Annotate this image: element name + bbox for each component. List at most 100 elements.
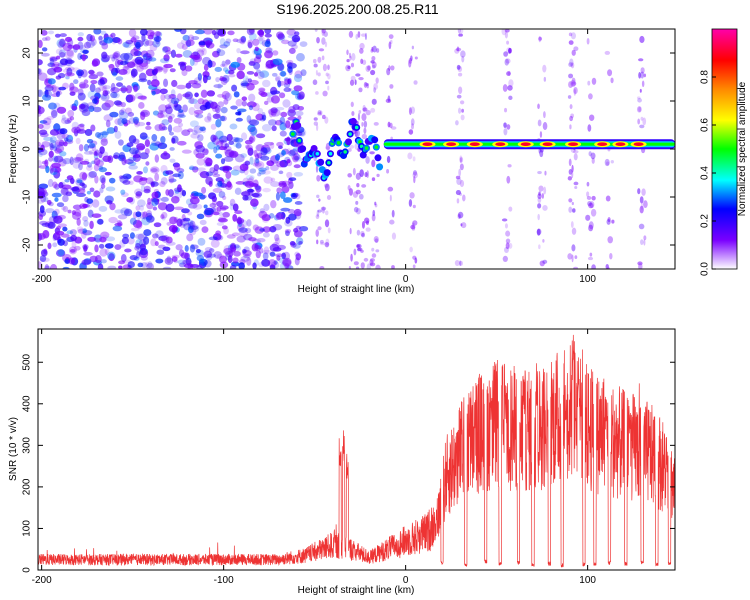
- noise-blob: [107, 155, 114, 164]
- noise-blob: [86, 190, 92, 195]
- noise-streak: [315, 91, 319, 95]
- transition-signal-core: [348, 132, 352, 136]
- noise-blob: [209, 202, 217, 208]
- noise-blob: [160, 177, 168, 185]
- noise-streak: [315, 124, 319, 131]
- noise-blob: [56, 106, 67, 114]
- noise-blob: [135, 211, 142, 218]
- noise-blob: [295, 131, 303, 136]
- noise-blob: [181, 129, 191, 137]
- noise-blob: [255, 133, 265, 139]
- noise-blob: [100, 183, 106, 189]
- noise-blob: [174, 189, 180, 194]
- noise-blob: [226, 179, 231, 188]
- noise-blob: [99, 236, 107, 243]
- noise-streak: [325, 238, 330, 246]
- noise-blob: [82, 203, 88, 209]
- noise-blob: [193, 102, 203, 110]
- noise-blob: [89, 220, 94, 230]
- noise-blob: [168, 94, 177, 100]
- noise-blob: [224, 143, 230, 148]
- noise-blob: [277, 80, 282, 88]
- noise-blob: [130, 227, 140, 232]
- snr-x-axis-label: Height of straight line (km): [298, 585, 415, 596]
- noise-blob: [123, 208, 133, 217]
- noise-blob: [112, 72, 118, 77]
- snr-x-tick-label: -200: [32, 575, 52, 586]
- noise-blob: [169, 216, 178, 225]
- noise-streak: [570, 113, 575, 118]
- noise-streak: [572, 208, 576, 213]
- noise-streak: [641, 188, 646, 196]
- noise-streak: [389, 194, 392, 202]
- noise-streak: [361, 122, 364, 127]
- noise-blob: [228, 150, 239, 158]
- noise-streak: [386, 67, 391, 76]
- noise-blob: [216, 200, 224, 208]
- noise-blob: [140, 262, 148, 269]
- noise-streak: [369, 262, 376, 267]
- noise-blob: [269, 226, 277, 233]
- noise-blob: [77, 70, 83, 79]
- noise-blob: [196, 167, 206, 172]
- noise-blob: [218, 135, 229, 143]
- noise-streak: [458, 86, 463, 94]
- noise-blob: [114, 58, 120, 68]
- noise-streak: [457, 211, 464, 219]
- noise-blob: [264, 33, 272, 38]
- noise-streak: [315, 214, 320, 220]
- noise-streak: [357, 31, 361, 38]
- noise-blob: [263, 246, 270, 254]
- noise-blob: [56, 225, 62, 230]
- noise-streak: [312, 79, 318, 86]
- noise-blob: [258, 36, 264, 45]
- noise-blob: [93, 190, 101, 198]
- noise-blob: [128, 135, 137, 144]
- noise-streak: [349, 145, 355, 149]
- noise-blob: [126, 142, 134, 148]
- noise-streak: [360, 230, 365, 237]
- noise-streak: [585, 214, 591, 221]
- noise-streak: [410, 106, 416, 114]
- noise-streak: [457, 72, 463, 77]
- noise-blob: [138, 249, 149, 259]
- noise-blob: [162, 266, 172, 269]
- noise-blob: [261, 259, 271, 267]
- noise-blob: [182, 217, 191, 222]
- noise-blob: [53, 66, 63, 73]
- noise-streak: [362, 104, 366, 113]
- noise-streak: [639, 196, 644, 204]
- noise-blob: [45, 165, 50, 174]
- transition-signal-core: [358, 140, 362, 144]
- noise-blob: [96, 71, 104, 77]
- signal-peak: [469, 142, 480, 146]
- noise-blob: [252, 48, 259, 56]
- noise-blob: [289, 148, 299, 156]
- noise-streak: [355, 172, 361, 180]
- noise-blob: [176, 93, 183, 102]
- noise-blob: [257, 71, 265, 80]
- noise-blob: [281, 252, 287, 260]
- noise-blob: [256, 133, 266, 139]
- noise-blob: [67, 109, 75, 118]
- noise-blob: [141, 216, 151, 226]
- noise-blob: [198, 170, 204, 176]
- noise-blob: [150, 181, 159, 187]
- noise-blob: [192, 203, 203, 210]
- noise-streak: [317, 72, 321, 77]
- noise-blob: [193, 192, 204, 197]
- noise-blob: [60, 117, 70, 125]
- noise-blob: [233, 137, 244, 143]
- noise-blob: [173, 206, 184, 211]
- noise-blob: [120, 192, 129, 198]
- noise-streak: [322, 63, 327, 72]
- noise-blob: [296, 237, 304, 246]
- noise-blob: [151, 134, 158, 142]
- noise-blob: [199, 258, 204, 264]
- noise-blob: [203, 29, 213, 35]
- noise-blob: [195, 264, 202, 269]
- spectrogram-y-tick-label: 20: [22, 47, 33, 59]
- noise-blob: [293, 228, 299, 233]
- noise-streak: [538, 244, 541, 250]
- noise-blob: [91, 213, 102, 218]
